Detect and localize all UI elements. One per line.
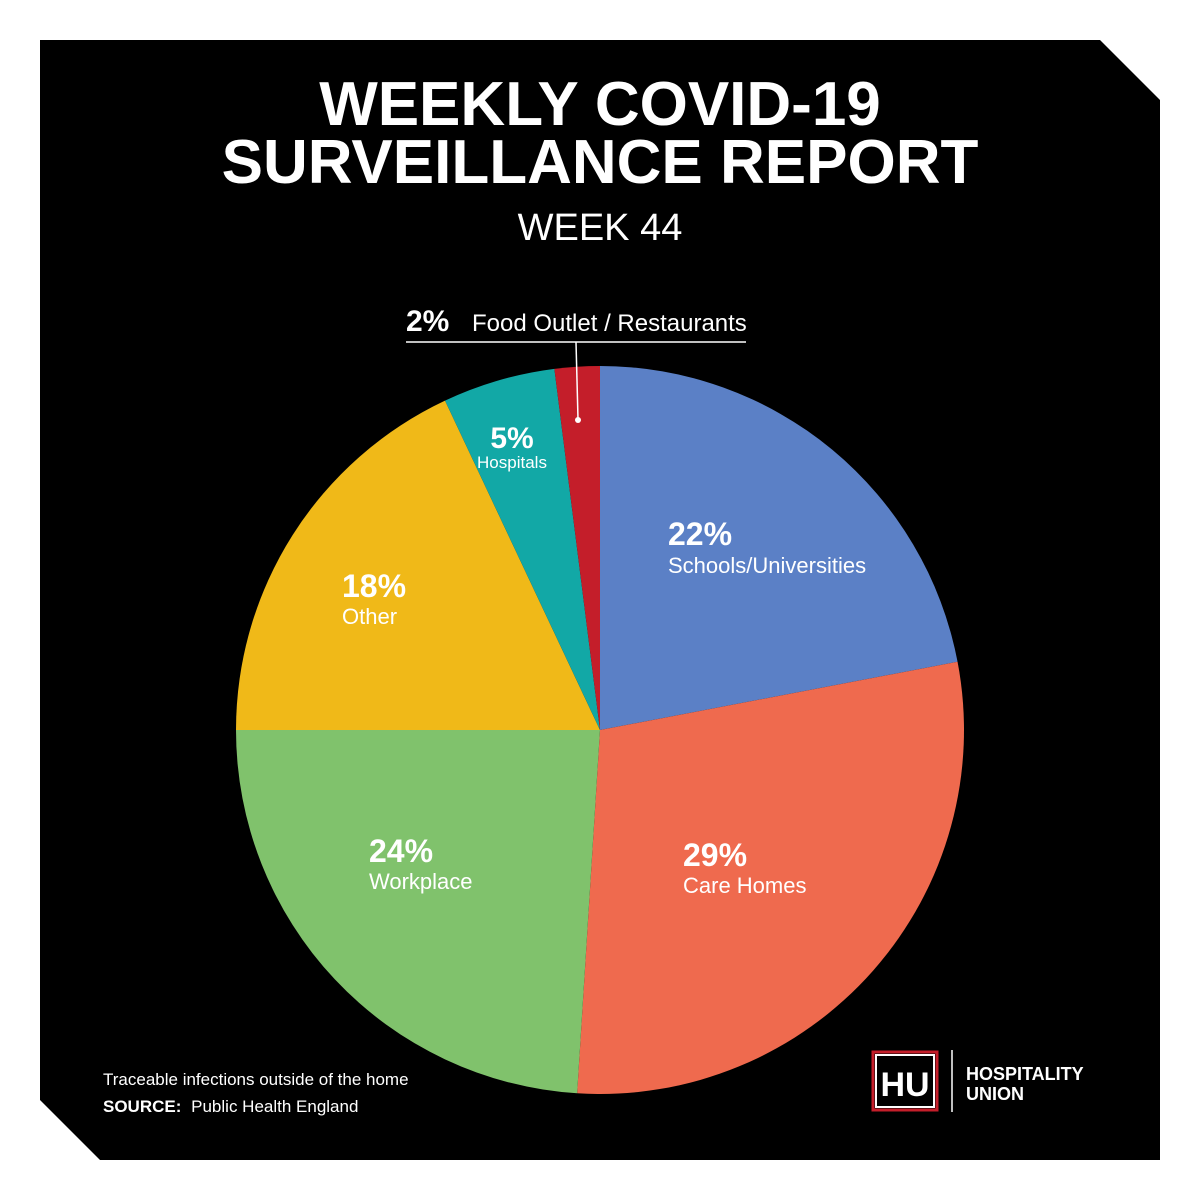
slice-label-workplace: 24% Workplace <box>369 833 473 894</box>
pie-slice-workplace <box>236 730 600 1094</box>
logo-box <box>871 1050 939 1112</box>
callout-leader-line <box>575 341 579 420</box>
pie-slice-care-homes <box>577 661 964 1094</box>
pie-slice-other <box>236 400 600 730</box>
brand-name-line2: UNION <box>966 1084 1024 1104</box>
footer-source-label: SOURCE: <box>103 1097 181 1116</box>
footer-note: Traceable infections outside of the home <box>103 1070 409 1089</box>
slice-name-hospitals: Hospitals <box>477 453 547 472</box>
slice-value-other: 18% <box>342 568 406 604</box>
slice-value-workplace: 24% <box>369 833 433 869</box>
brand-logo: HU HOSPITALITY UNION <box>871 1050 1084 1112</box>
slice-name-workplace: Workplace <box>369 869 473 894</box>
slice-label-schools: 22% Schools/Universities <box>668 516 866 578</box>
slice-name-schools: Schools/Universities <box>668 553 866 578</box>
slice-value-hospitals: 5% <box>490 422 533 455</box>
pie-slice-food-outlet-restaurants <box>554 366 600 730</box>
slice-label-food-outlet: 2% Food Outlet / Restaurants <box>406 305 747 423</box>
logo-text: HU <box>880 1066 929 1104</box>
slice-value-schools: 22% <box>668 516 732 552</box>
brand-name-line1: HOSPITALITY <box>966 1064 1084 1084</box>
footer-source: SOURCE: Public Health England <box>103 1097 358 1116</box>
pie-slice-schools-universities <box>600 366 958 730</box>
chart-title-line2: SURVEILLANCE REPORT <box>222 128 979 197</box>
chart-subtitle: WEEK 44 <box>518 207 683 249</box>
slice-label-other: 18% Other <box>342 568 406 629</box>
logo-box-inner <box>875 1054 935 1108</box>
chart-title-line1: WEEKLY COVID-19 <box>319 70 881 139</box>
pie-slices <box>236 366 964 1094</box>
slice-name-care-homes: Care Homes <box>683 873 806 898</box>
slice-value-food-outlet: 2% <box>406 305 449 338</box>
slice-value-care-homes: 29% <box>683 837 747 873</box>
callout-dot <box>575 417 581 423</box>
pie-slice-hospitals <box>445 368 600 730</box>
slice-name-food-outlet: Food Outlet / Restaurants <box>472 310 747 337</box>
footer-source-value: Public Health England <box>191 1097 358 1116</box>
slice-label-care-homes: 29% Care Homes <box>683 837 806 898</box>
slice-label-hospitals: 5% Hospitals <box>477 422 547 472</box>
slice-name-other: Other <box>342 604 397 629</box>
